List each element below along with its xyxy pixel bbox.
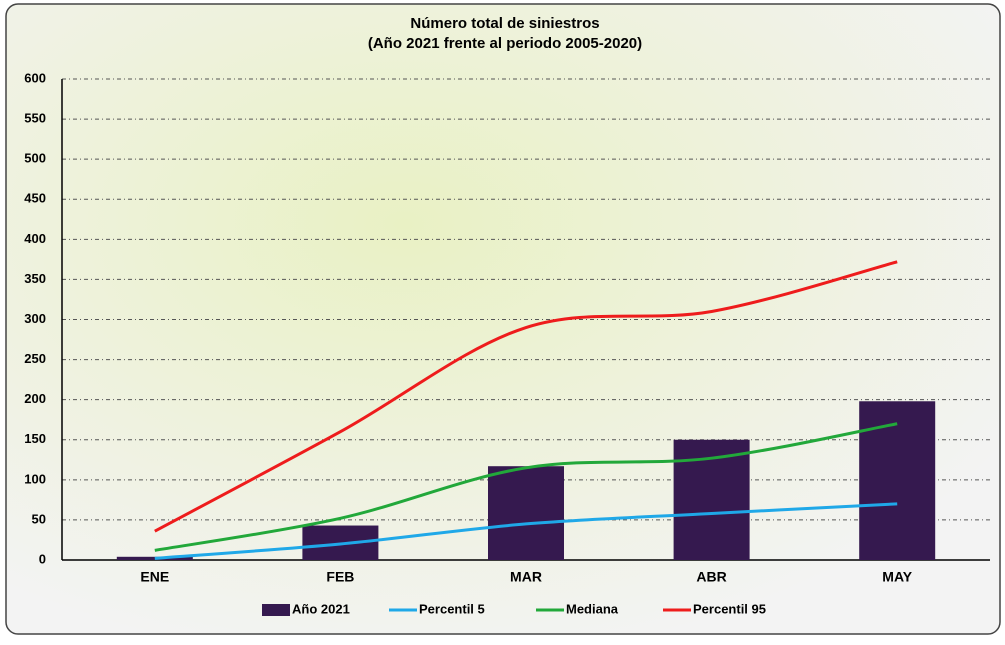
x-tick-label: MAY <box>882 569 912 585</box>
y-tick-label: 100 <box>24 471 46 486</box>
legend-swatch <box>262 604 290 616</box>
x-tick-label: ENE <box>140 569 169 585</box>
line <box>154 422 898 552</box>
chart-title: Número total de siniestros <box>410 15 599 32</box>
y-tick-label: 450 <box>24 191 46 206</box>
y-tick-label: 150 <box>24 431 46 446</box>
y-tick-label: 50 <box>32 511 46 526</box>
y-tick-label: 400 <box>24 231 46 246</box>
legend-label: Mediana <box>566 601 619 616</box>
chart-subtitle: (Año 2021 frente al periodo 2005-2020) <box>368 35 642 52</box>
bar <box>488 466 564 560</box>
legend-label: Percentil 5 <box>419 601 485 616</box>
y-tick-label: 250 <box>24 351 46 366</box>
y-tick-label: 550 <box>24 111 46 126</box>
x-tick-label: FEB <box>326 569 354 585</box>
y-tick-label: 300 <box>24 311 46 326</box>
line <box>154 260 898 533</box>
x-tick-label: MAR <box>510 569 542 585</box>
y-tick-label: 600 <box>24 70 46 85</box>
x-tick-label: ABR <box>696 569 726 585</box>
line <box>154 502 898 560</box>
y-tick-label: 200 <box>24 391 46 406</box>
y-tick-label: 0 <box>39 551 46 566</box>
legend-label: Percentil 95 <box>693 601 766 616</box>
y-tick-label: 500 <box>24 151 46 166</box>
y-tick-label: 350 <box>24 271 46 286</box>
legend-label: Año 2021 <box>292 601 350 616</box>
